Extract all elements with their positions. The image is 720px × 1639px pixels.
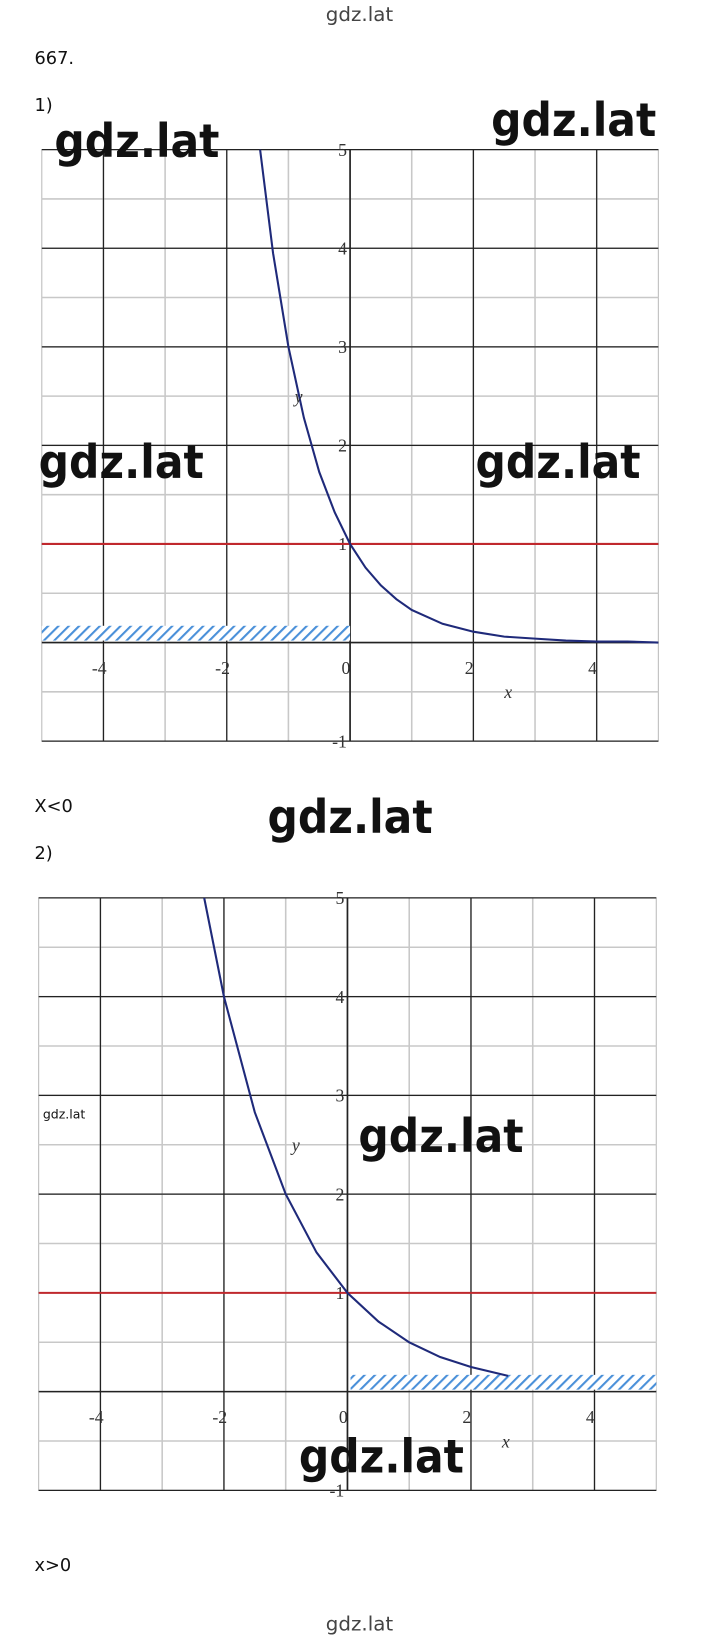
x-axis-label: x [503,682,512,702]
problem-number: 667. [34,49,74,69]
x-tick-label: 0 [341,658,350,678]
y-tick-label: -1 [330,1481,345,1501]
shaded-region [350,1374,657,1390]
y-tick-label: 2 [338,436,347,456]
x-tick-label: 2 [462,1407,471,1427]
site-footer: gdz.lat [326,1612,394,1635]
watermark: gdz.lat [268,790,433,844]
shaded-region [41,625,351,641]
x-tick-label: 0 [339,1407,348,1427]
y-tick-label: 5 [335,888,344,908]
x-tick-label: -2 [215,658,230,678]
part-label: 1) [34,96,52,116]
y-tick-label: 3 [335,1086,344,1106]
y-tick-label: 5 [338,140,347,160]
part-label: 2) [34,844,52,864]
watermark: gdz.lat [491,93,656,147]
watermark: gdz.lat [299,1430,464,1484]
curve [203,897,509,1377]
x-tick-label: 4 [588,658,597,678]
x-tick-label: -4 [89,1407,104,1427]
x-axis-label: x [501,1431,510,1451]
y-axis-label: y [290,1135,300,1155]
watermark: gdz.lat [358,1109,523,1163]
y-tick-label: 2 [335,1184,344,1204]
y-axis-label: y [293,386,303,406]
watermark: gdz.lat [43,1106,86,1121]
curve [259,149,659,644]
y-tick-label: 3 [338,337,347,357]
y-tick-label: 4 [338,239,347,259]
watermarks: gdz.lat gdz.lat gdz.lat gdz.lat gdz.lat … [39,93,657,1484]
x-tick-label: 2 [465,658,474,678]
answer: x>0 [34,1556,71,1576]
watermark: gdz.lat [39,435,204,489]
x-tick-label: -2 [212,1407,227,1427]
site-header: gdz.lat [326,3,394,26]
answer: X<0 [34,797,72,817]
watermark: gdz.lat [54,114,219,168]
x-tick-label: 4 [586,1407,595,1427]
y-tick-label: -1 [332,731,347,751]
y-tick-label: 4 [335,987,344,1007]
watermark: gdz.lat [475,435,640,489]
x-tick-label: -4 [92,658,107,678]
